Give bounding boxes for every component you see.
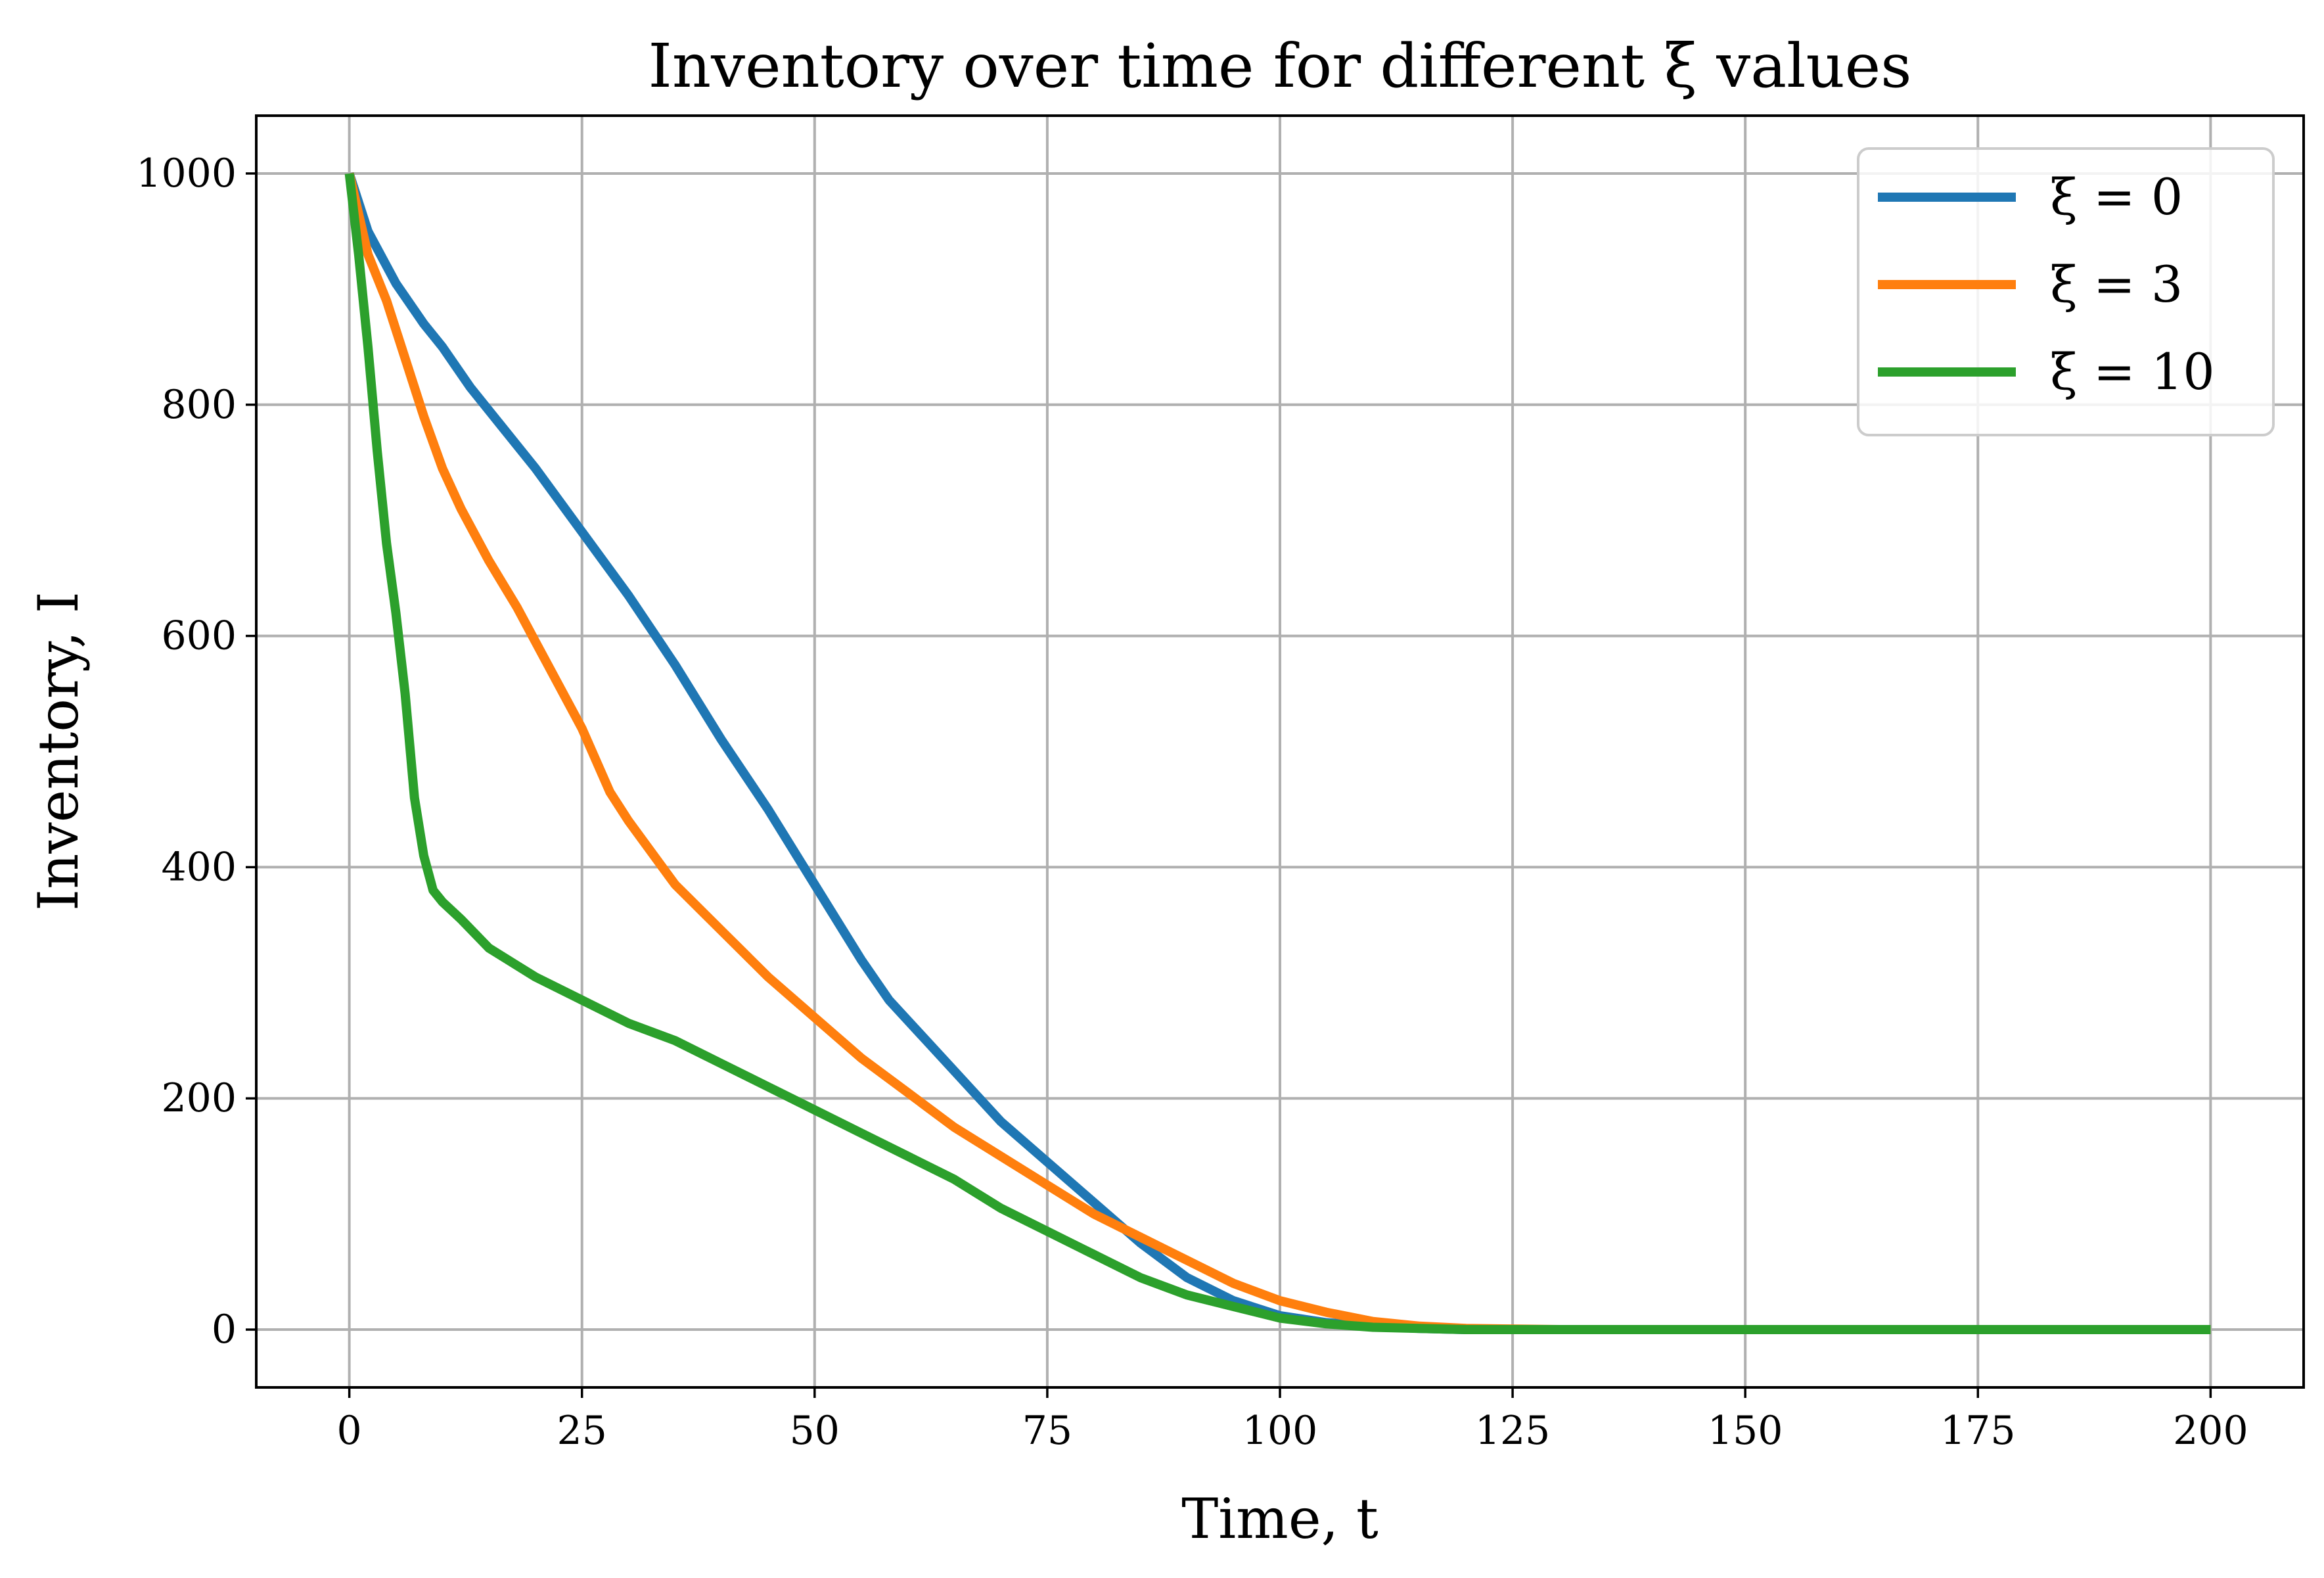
legend-label-2: ξ = 10 <box>2050 342 2215 401</box>
y-tick-label: 0 <box>212 1307 237 1353</box>
y-tick-label: 800 <box>161 382 237 428</box>
series-lines <box>344 172 2211 1334</box>
x-axis-label: Time, t <box>1181 1487 1378 1551</box>
legend-label-0: ξ = 0 <box>2050 168 2183 226</box>
y-tick-label: 400 <box>161 844 237 890</box>
legend: ξ = 0 ξ = 3 ξ = 10 <box>1857 147 2275 436</box>
x-tick-label: 150 <box>1708 1408 1783 1454</box>
x-tick-label: 175 <box>1940 1408 2016 1454</box>
axis-ticks: 0 25 50 75 100 125 150 175 200 0 200 400 600 800 1000 <box>136 151 2248 1454</box>
y-tick-label: 1000 <box>136 151 237 197</box>
x-tick-label: 125 <box>1475 1408 1551 1454</box>
y-tick-label: 200 <box>161 1075 237 1121</box>
x-tick-label: 100 <box>1242 1408 1318 1454</box>
legend-label-1: ξ = 3 <box>2050 255 2183 313</box>
x-tick-label: 25 <box>557 1408 607 1454</box>
x-tick-label: 0 <box>337 1408 362 1454</box>
legend-box <box>1857 147 2275 436</box>
y-tick-label: 600 <box>161 613 237 659</box>
x-tick-label: 75 <box>1022 1408 1072 1454</box>
x-tick-label: 50 <box>790 1408 840 1454</box>
chart-title: Inventory over time for different ξ valu… <box>649 31 1912 101</box>
y-axis-label: Inventory, I <box>26 592 91 911</box>
series-line-1 <box>344 172 2211 1334</box>
series-line-2 <box>344 173 2211 1334</box>
x-tick-label: 200 <box>2173 1408 2248 1454</box>
